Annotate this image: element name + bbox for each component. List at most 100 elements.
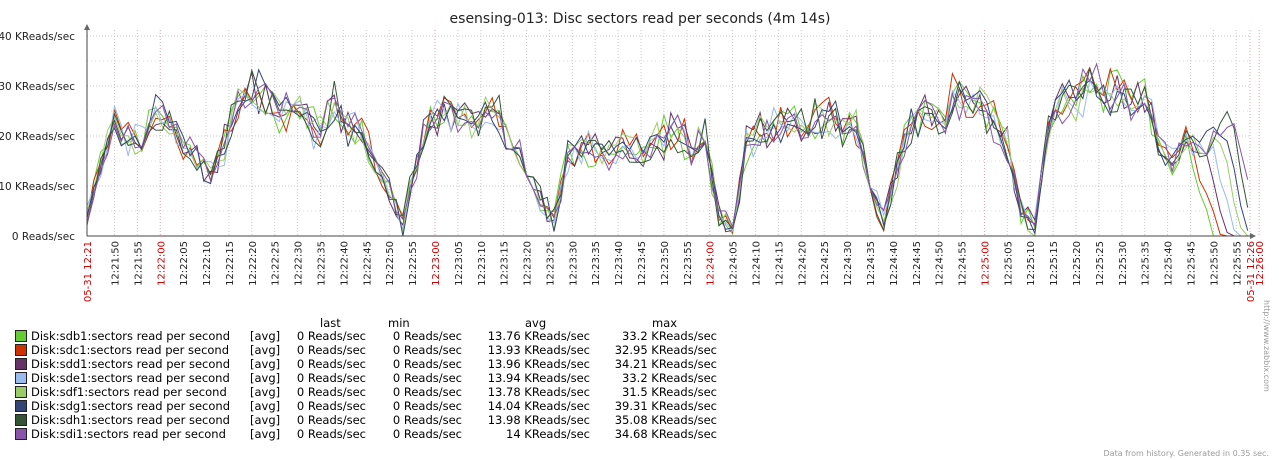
series-function: [avg]: [250, 427, 281, 441]
legend-swatch: [15, 386, 27, 398]
x-tick-label: 12:25:05: [1003, 241, 1014, 286]
series-function: [avg]: [250, 413, 281, 427]
series-function: [avg]: [250, 371, 281, 385]
series-last: 0 Reads/sec: [296, 329, 366, 343]
series-max: 33.2 KReads/sec: [622, 371, 717, 385]
legend-header-min: min: [388, 316, 410, 330]
series-last: 0 Reads/sec: [296, 413, 366, 427]
series-min: 0 Reads/sec: [392, 413, 462, 427]
x-tick-label: 12:22:45: [362, 241, 373, 286]
x-tick-label: 12:23:30: [568, 241, 579, 286]
x-tick-label: 12:22:40: [339, 241, 350, 286]
x-tick-label: 12:22:55: [408, 241, 419, 286]
series-line: [86, 69, 1248, 237]
x-tick-label: 12:24:55: [958, 241, 969, 286]
series-line: [86, 78, 1248, 237]
zabbix-credit: http://www.zabbix.com: [1262, 300, 1271, 392]
y-tick-label: 40 KReads/sec: [0, 31, 75, 43]
x-tick-label: 12:25:45: [1186, 241, 1197, 286]
x-tick-label: 12:24:30: [843, 241, 854, 286]
x-tick-label: 12:25:10: [1026, 241, 1037, 286]
series-name: Disk:sdd1:sectors read per second: [31, 357, 230, 371]
y-tick-label: 20 KReads/sec: [0, 131, 75, 143]
series-avg: 14.04 KReads/sec: [487, 399, 590, 413]
legend-swatch: [15, 372, 27, 384]
x-tick-label: 12:24:35: [866, 241, 877, 286]
legend-swatch: [15, 428, 27, 440]
x-tick-label: 12:22:15: [225, 241, 236, 286]
series-last: 0 Reads/sec: [296, 427, 366, 441]
series-max: 39.31 KReads/sec: [614, 399, 717, 413]
legend-row: Disk:sdd1:sectors read per second [avg] …: [0, 357, 760, 371]
legend-header-max: max: [652, 316, 678, 330]
x-tick-label: 12:23:45: [637, 241, 648, 286]
x-axis-arrow: [1250, 233, 1256, 239]
series-avg: 13.93 KReads/sec: [487, 343, 590, 357]
series-last: 0 Reads/sec: [296, 343, 366, 357]
series-min: 0 Reads/sec: [392, 385, 462, 399]
series-min: 0 Reads/sec: [392, 371, 462, 385]
x-tick-label: 12:21:50: [110, 241, 121, 286]
x-axis: 05-31 12:21 12:21:50 12:21:55 12:22:00 12:22…: [83, 241, 1266, 302]
series-max: 32.95 KReads/sec: [614, 343, 717, 357]
series-name: Disk:sdh1:sectors read per second: [31, 413, 230, 427]
x-tick-label: 12:24:45: [912, 241, 923, 286]
generation-footer: Data from history. Generated in 0.35 sec…: [1103, 449, 1269, 458]
series-max: 34.21 KReads/sec: [614, 357, 717, 371]
series-avg: 13.78 KReads/sec: [487, 385, 590, 399]
y-tick-label: 10 KReads/sec: [0, 181, 75, 193]
x-tick-label: 12:26:00: [1255, 241, 1266, 286]
x-tick-label: 12:23:55: [683, 241, 694, 286]
x-tick-label: 12:24:50: [935, 241, 946, 286]
series-min: 0 Reads/sec: [392, 343, 462, 357]
x-tick-label: 12:23:05: [454, 241, 465, 286]
series-last: 0 Reads/sec: [296, 385, 366, 399]
series-function: [avg]: [250, 357, 281, 371]
series-max: 35.08 KReads/sec: [614, 413, 717, 427]
series-function: [avg]: [250, 385, 281, 399]
x-tick-label: 12:22:00: [156, 241, 167, 286]
y-axis: 0 Reads/sec 10 KReads/sec 20 KReads/sec 30 …: [0, 31, 75, 243]
x-tick-label: 12:25:35: [1141, 241, 1152, 286]
x-tick-label: 12:22:25: [271, 241, 282, 286]
legend-swatch: [15, 358, 27, 370]
series-last: 0 Reads/sec: [296, 357, 366, 371]
series-name: Disk:sdb1:sectors read per second: [31, 329, 230, 343]
series-function: [avg]: [250, 329, 281, 343]
series-name: Disk:sdc1:sectors read per second: [31, 343, 230, 357]
series-max: 33.2 KReads/sec: [622, 329, 717, 343]
x-tick-label: 12:22:05: [179, 241, 190, 286]
series-avg: 14 KReads/sec: [506, 427, 590, 441]
x-tick-label: 12:23:40: [614, 241, 625, 286]
x-tick-label: 05-31 12:26: [1246, 241, 1257, 302]
legend-swatch: [15, 344, 27, 356]
x-tick-label: 12:25:55: [1232, 241, 1243, 286]
x-tick-label: 12:21:55: [133, 241, 144, 286]
x-tick-label: 12:23:20: [523, 241, 534, 286]
x-tick-label: 12:22:30: [294, 241, 305, 286]
x-tick-label: 12:22:50: [385, 241, 396, 286]
x-tick-label: 12:25:20: [1072, 241, 1083, 286]
x-tick-label: 12:23:00: [431, 241, 442, 286]
series-min: 0 Reads/sec: [392, 357, 462, 371]
x-tick-label: 12:23:25: [545, 241, 556, 286]
x-tick-label: 12:24:20: [797, 241, 808, 286]
x-tick-label: 12:24:00: [706, 241, 717, 286]
series-min: 0 Reads/sec: [392, 399, 462, 413]
series-min: 0 Reads/sec: [392, 329, 462, 343]
series-avg: 13.98 KReads/sec: [487, 413, 590, 427]
x-tick-label: 12:23:15: [500, 241, 511, 286]
y-tick-label: 30 KReads/sec: [0, 81, 75, 93]
legend-header-last: last: [320, 316, 341, 330]
series-max: 34.68 KReads/sec: [614, 427, 717, 441]
x-tick-label: 12:22:35: [317, 241, 328, 286]
series-avg: 13.94 KReads/sec: [487, 371, 590, 385]
legend-row: Disk:sdf1:sectors read per second [avg] …: [0, 385, 760, 399]
series-name: Disk:sdi1:sectors read per second: [31, 427, 226, 441]
y-axis-arrow: [84, 24, 90, 30]
legend-row: Disk:sdb1:sectors read per second [avg] …: [0, 329, 760, 343]
x-tick-label: 12:23:35: [591, 241, 602, 286]
x-tick-label: 12:24:25: [820, 241, 831, 286]
series-name: Disk:sdg1:sectors read per second: [31, 399, 230, 413]
series-avg: 13.96 KReads/sec: [487, 357, 590, 371]
